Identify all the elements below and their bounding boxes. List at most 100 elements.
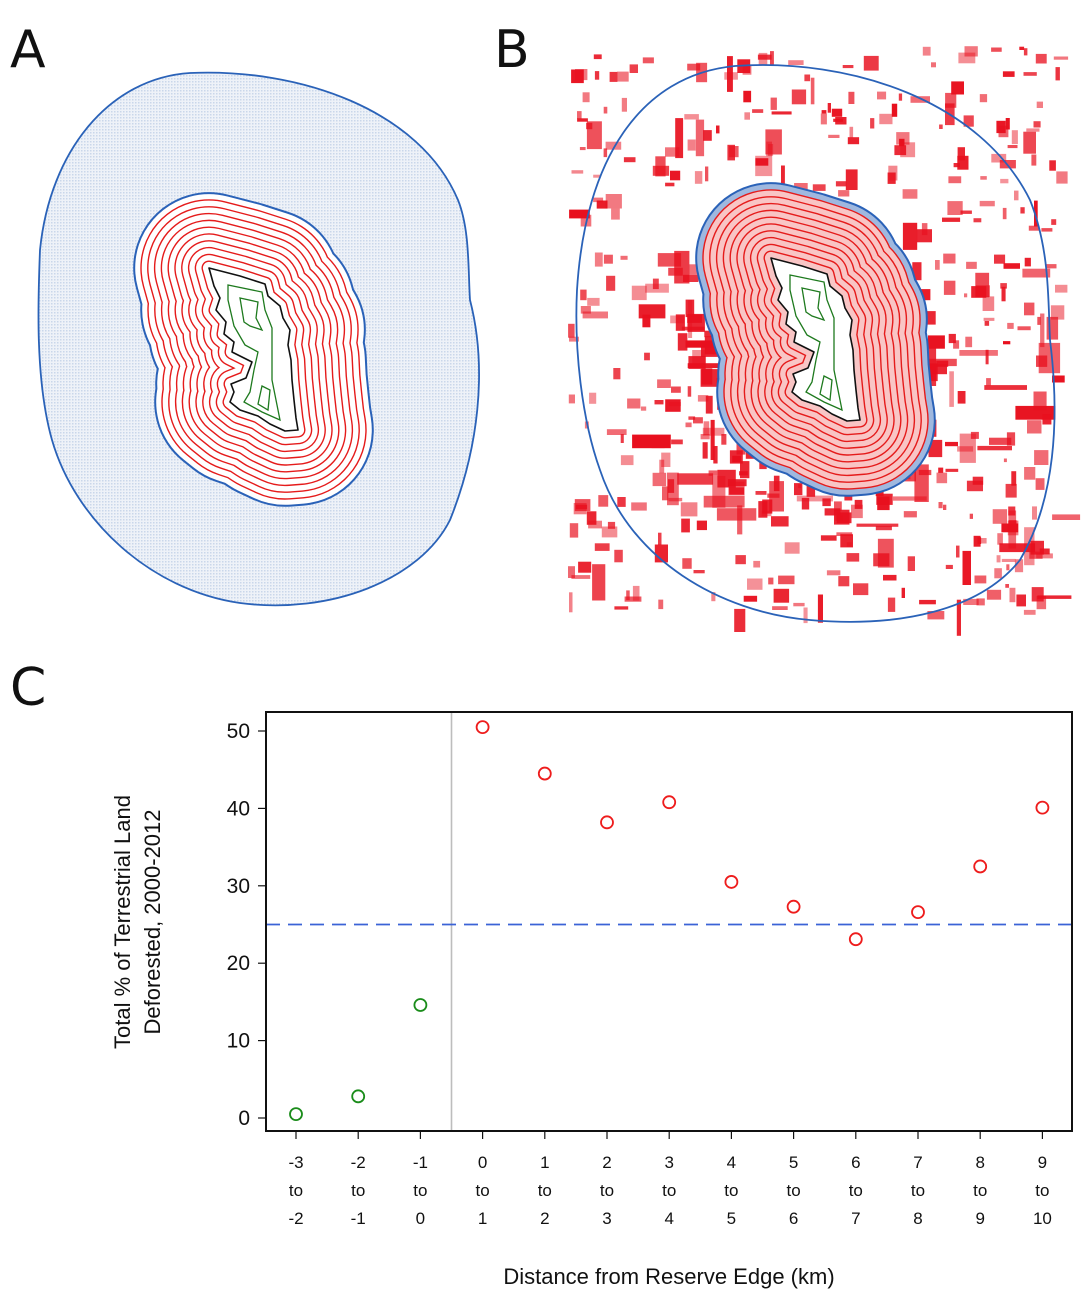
deforestation-patch bbox=[596, 200, 608, 209]
x-tick-label: 0 bbox=[478, 1153, 487, 1172]
deforestation-patch bbox=[1046, 316, 1059, 340]
deforestation-patch bbox=[976, 598, 985, 606]
deforestation-patch bbox=[617, 71, 629, 82]
inner-ring-1 bbox=[789, 274, 843, 412]
deforestation-patch bbox=[914, 464, 929, 502]
deforestation-patch bbox=[598, 495, 609, 507]
deforestation-patch bbox=[966, 480, 983, 492]
data-point-outside-reserve bbox=[724, 875, 739, 889]
deforestation-patch bbox=[991, 47, 1002, 52]
deforestation-patch bbox=[729, 450, 743, 464]
deforestation-patch bbox=[665, 147, 680, 157]
deforestation-patch bbox=[834, 501, 842, 511]
x-tick-label: -1 bbox=[413, 1153, 428, 1172]
deforestation-patch bbox=[593, 174, 600, 178]
deforestation-patch bbox=[601, 526, 618, 538]
deforestation-patch bbox=[1023, 131, 1036, 154]
deforestation-patch bbox=[770, 97, 777, 110]
deforestation-patch bbox=[1051, 219, 1057, 225]
deforestation-patch bbox=[1003, 341, 1011, 345]
deforestation-patch bbox=[1029, 551, 1043, 559]
deforestation-patch bbox=[603, 148, 608, 158]
x-tick-label: 4 bbox=[727, 1153, 736, 1172]
deforestation-patch bbox=[992, 509, 1008, 524]
deforestation-patch bbox=[1000, 283, 1007, 289]
deforestation-patch bbox=[984, 321, 990, 326]
x-tick-label: -3 bbox=[288, 1153, 303, 1172]
buffer-rings bbox=[695, 182, 936, 497]
deforestation-patch bbox=[1037, 316, 1041, 325]
deforestation-patch bbox=[652, 278, 659, 290]
deforestation-patch bbox=[842, 65, 854, 69]
deforestation-patch bbox=[1049, 160, 1056, 171]
deforestation-patch bbox=[883, 574, 897, 581]
deforestation-patch bbox=[788, 60, 804, 65]
x-tick-label: -2 bbox=[288, 1209, 303, 1228]
deforestation-patch bbox=[791, 89, 807, 105]
y-tick-label: 40 bbox=[227, 797, 250, 820]
deforestation-patch bbox=[1022, 268, 1051, 278]
deforestation-patch bbox=[571, 575, 591, 579]
deforestation-patch bbox=[977, 538, 987, 544]
deforestation-patch bbox=[689, 264, 702, 275]
deforestation-patch bbox=[963, 598, 979, 605]
deforestation-patch bbox=[979, 200, 995, 207]
deforestation-patch bbox=[1023, 48, 1028, 56]
deforestation-patch bbox=[700, 434, 710, 440]
deforestation-patch bbox=[568, 323, 575, 338]
deforestation-patch bbox=[651, 438, 665, 449]
deforestation-patch bbox=[747, 578, 763, 590]
deforestation-patch bbox=[571, 170, 584, 174]
deforestation-patch bbox=[721, 434, 727, 445]
deforestation-patch bbox=[772, 606, 788, 610]
deforestation-patch bbox=[994, 254, 1006, 264]
deforestation-patch bbox=[1039, 548, 1050, 555]
deforestation-patch bbox=[916, 229, 932, 243]
deforestation-patch bbox=[623, 157, 636, 163]
x-tick-label: 9 bbox=[975, 1209, 984, 1228]
deforestation-patch bbox=[1033, 391, 1047, 411]
deforestation-patch bbox=[848, 91, 855, 104]
y-axis-title-line-2: Deforested, 2000-2012 bbox=[140, 809, 165, 1034]
deforestation-patch bbox=[964, 46, 978, 57]
deforestation-patch bbox=[804, 74, 811, 82]
deforestation-patch bbox=[1009, 587, 1016, 603]
deforestation-patch bbox=[817, 594, 823, 623]
deforestation-patch bbox=[983, 317, 995, 321]
deforestation-patch bbox=[980, 176, 987, 180]
deforestation-patch bbox=[586, 511, 597, 525]
deforestation-patch bbox=[1024, 527, 1035, 566]
deforestation-patch bbox=[694, 171, 703, 184]
deforestation-patch bbox=[892, 496, 927, 501]
x-tick-label: to bbox=[662, 1181, 676, 1200]
deforestation-patch bbox=[973, 535, 981, 547]
deforestation-patch bbox=[1052, 375, 1065, 383]
deforestation-patch bbox=[1005, 584, 1009, 588]
deforestation-patch bbox=[711, 592, 716, 602]
deforestation-patch bbox=[727, 56, 733, 92]
x-tick-label: to bbox=[787, 1181, 801, 1200]
deforestation-patch bbox=[642, 314, 651, 328]
x-tick-label: to bbox=[973, 1181, 987, 1200]
panel-label-b: B bbox=[494, 20, 530, 80]
deforestation-patch bbox=[607, 521, 616, 529]
deforestation-patch bbox=[947, 201, 963, 215]
deforestation-patch bbox=[771, 111, 792, 115]
deforestation-patch bbox=[762, 499, 773, 514]
deforestation-patch bbox=[680, 502, 698, 517]
y-tick-label: 50 bbox=[227, 720, 250, 743]
deforestation-patch bbox=[727, 479, 747, 487]
deforestation-patch bbox=[755, 491, 767, 495]
deforestation-patch bbox=[1014, 559, 1024, 573]
x-tick-label: 5 bbox=[727, 1209, 736, 1228]
deforestation-patch bbox=[613, 368, 621, 380]
deforestation-patch bbox=[693, 417, 703, 424]
deforestation-patch bbox=[687, 63, 701, 71]
deforestation-patch bbox=[985, 349, 989, 365]
deforestation-patch bbox=[685, 340, 719, 348]
deforestation-patch bbox=[928, 439, 943, 458]
deforestation-patch bbox=[948, 176, 962, 184]
deforestation-patch bbox=[1033, 121, 1041, 128]
deforestation-patch bbox=[803, 607, 808, 624]
deforestation-patch bbox=[875, 525, 892, 531]
